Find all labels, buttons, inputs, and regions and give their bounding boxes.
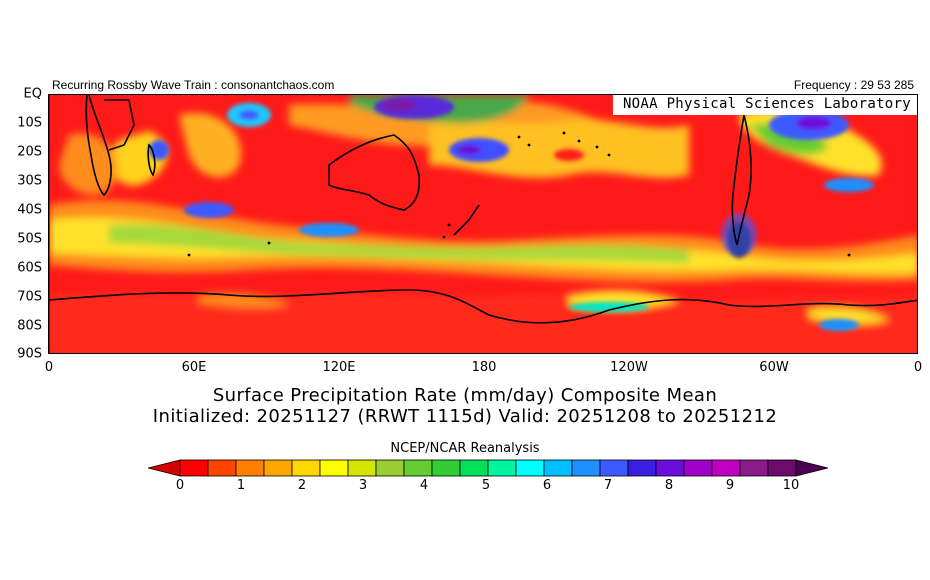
colorbar-tick-3: 3: [358, 478, 368, 493]
lat-label-20s: 20S: [17, 144, 42, 160]
islands: [187, 131, 851, 257]
header-frequency-text: Frequency : 29 53 285: [793, 78, 914, 92]
colorbar-segment: [599, 459, 629, 477]
lat-label-80s: 80S: [17, 318, 42, 334]
colorbar-tick-9: 9: [725, 478, 735, 493]
coastlines: [49, 95, 917, 324]
colorbar-segment: [683, 459, 713, 477]
colorbar: [148, 459, 828, 477]
map-canvas: [49, 95, 917, 353]
lat-label-50s: 50S: [17, 231, 42, 247]
colorbar-tick-8: 8: [664, 478, 674, 493]
colorbar-segment: [655, 459, 685, 477]
lat-label-60s: 60S: [17, 260, 42, 276]
colorbar-segment: [431, 459, 461, 477]
colorbar-tick-10: 10: [782, 478, 800, 493]
colorbar-tick-1: 1: [236, 478, 246, 493]
colorbar-segment: [179, 459, 209, 477]
lon-label-120e: 120E: [322, 360, 356, 375]
header-left-text: Recurring Rossby Wave Train : consonantc…: [52, 78, 335, 92]
colorbar-arrow-right: [795, 459, 828, 477]
lat-label-90s: 90S: [17, 346, 42, 362]
colorbar-tick-5: 5: [481, 478, 491, 493]
colorbar-tick-7: 7: [603, 478, 613, 493]
colorbar-tick-4: 4: [419, 478, 429, 493]
colorbar-segment: [263, 459, 293, 477]
colorbar-segment: [235, 459, 265, 477]
colorbar-segment: [627, 459, 657, 477]
colorbar-tick-0: 0: [175, 478, 185, 493]
colorbar-segment: [711, 459, 741, 477]
chart-title-line1: Surface Precipitation Rate (mm/day) Comp…: [212, 385, 718, 406]
noaa-overlay-label: NOAA Physical Sciences Laboratory: [612, 95, 917, 115]
colorbar-segment: [319, 459, 349, 477]
colorbar-tick-6: 6: [542, 478, 552, 493]
lon-label-180: 180: [471, 360, 497, 375]
colorbar-segment: [767, 459, 797, 477]
lon-label-60e: 60E: [181, 360, 207, 375]
colorbar-segment: [739, 459, 769, 477]
lon-label-120w: 120W: [610, 360, 648, 375]
lon-label-60w: 60W: [759, 360, 789, 375]
colorbar-segment: [543, 459, 573, 477]
lat-label-eq: EQ: [23, 86, 42, 102]
colorbar-segment: [459, 459, 489, 477]
lat-label-10s: 10S: [17, 115, 42, 131]
colorbar-segment: [487, 459, 517, 477]
colorbar-segment: [347, 459, 377, 477]
colorbar-segment: [207, 459, 237, 477]
lat-label-30s: 30S: [17, 173, 42, 189]
colorbar-segment: [375, 459, 405, 477]
colorbar-segment: [515, 459, 545, 477]
precip-cores: [149, 95, 874, 331]
lat-label-40s: 40S: [17, 202, 42, 218]
colorbar-segment: [571, 459, 601, 477]
colorbar-tick-2: 2: [297, 478, 307, 493]
precipitation-map: NOAA Physical Sciences Laboratory: [48, 94, 918, 354]
lon-label-0-left: 0: [44, 360, 54, 375]
chart-title-line2: Initialized: 20251127 (RRWT 1115d) Valid…: [152, 406, 778, 427]
data-source-label: NCEP/NCAR Reanalysis: [390, 441, 540, 456]
colorbar-segment: [403, 459, 433, 477]
colorbar-arrow-left: [148, 459, 181, 477]
lon-label-0-right: 0: [913, 360, 923, 375]
colorbar-segment: [291, 459, 321, 477]
lat-label-70s: 70S: [17, 289, 42, 305]
